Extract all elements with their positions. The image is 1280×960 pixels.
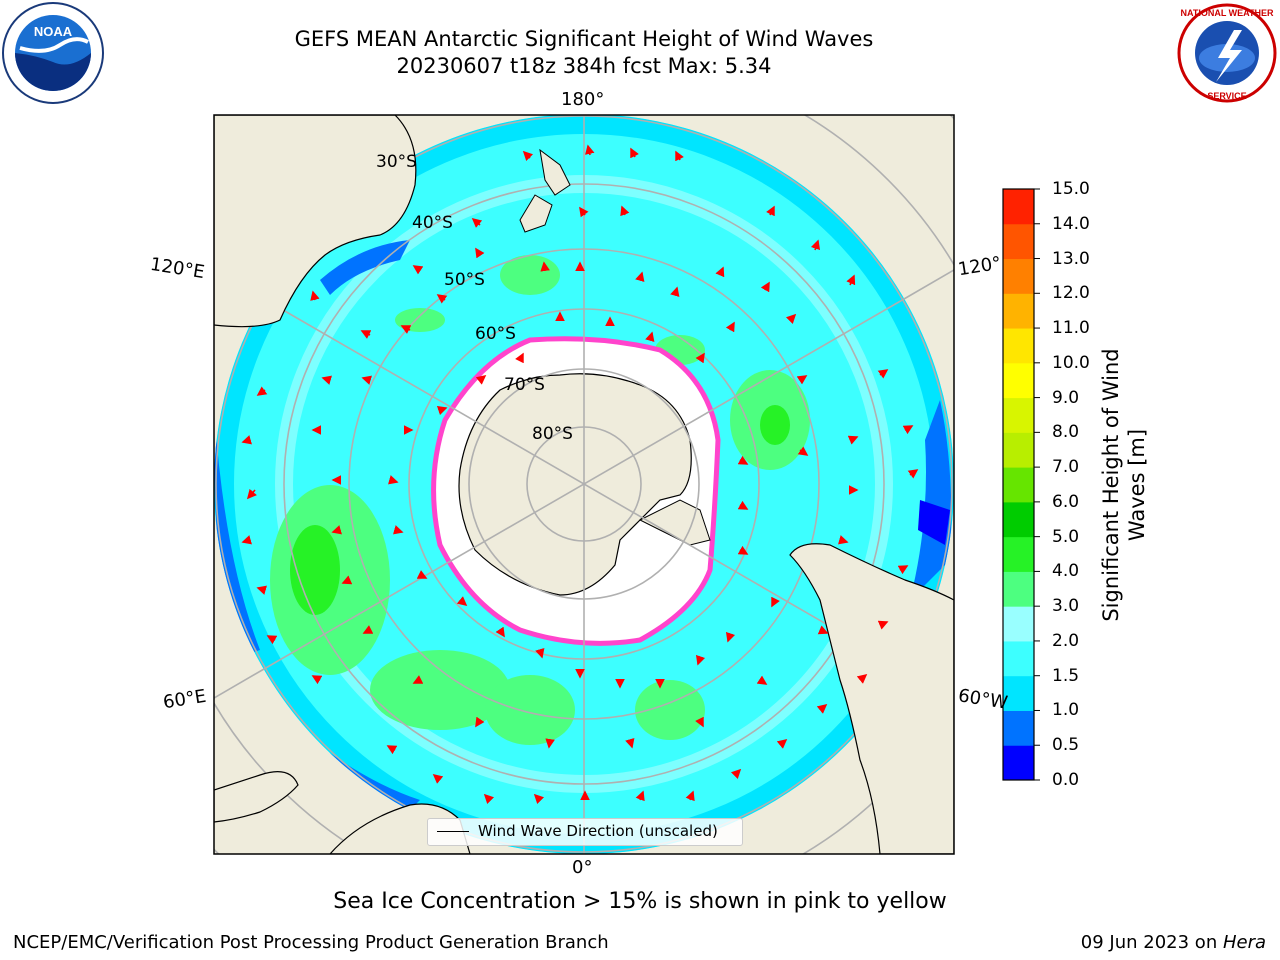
footer-date: 09 Jun 2023 on Hera — [1081, 932, 1266, 953]
lon-label-top: 180° — [561, 89, 605, 110]
lat-label-30s: 30°S — [376, 152, 417, 172]
legend-line-swatch — [437, 831, 469, 832]
colorbar-tick-label: 1.5 — [1052, 665, 1080, 686]
colorbar-tick-label: 0.5 — [1052, 735, 1080, 756]
colorbar-tick-label: 13.0 — [1052, 248, 1090, 269]
svg-text:SERVICE: SERVICE — [1207, 91, 1246, 101]
colorbar-segment — [1003, 675, 1034, 711]
south-america — [789, 543, 954, 854]
australia — [214, 115, 417, 328]
colorbar-segment — [1003, 362, 1034, 399]
colorbar-tick-label: 10.0 — [1052, 352, 1090, 373]
footer-credit: NCEP/EMC/Verification Post Processing Pr… — [13, 932, 609, 953]
colorbar-tick-label: 8.0 — [1052, 422, 1080, 443]
colorbar-tick-label: 6.0 — [1052, 491, 1080, 512]
lat-label-80s: 80°S — [532, 424, 573, 444]
sea-ice-note: Sea Ice Concentration > 15% is shown in … — [333, 889, 947, 914]
colorbar-segment — [1003, 501, 1034, 538]
map-legend: Wind Wave Direction (unscaled) — [427, 818, 743, 846]
colorbar-segment — [1003, 606, 1034, 642]
colorbar-segment — [1003, 640, 1034, 677]
new-zealand — [519, 148, 571, 233]
colorbar-tick-label: 4.0 — [1052, 561, 1080, 582]
colorbar-segment — [1003, 745, 1034, 781]
colorbar-segment — [1003, 536, 1034, 572]
graticule — [215, 115, 953, 854]
colorbar-segment — [1003, 258, 1034, 294]
colorbar-tick-label: 12.0 — [1052, 283, 1090, 304]
lat-label-50s: 50°S — [444, 270, 485, 290]
antarctica — [458, 373, 692, 596]
colorbar-tick-label: 3.0 — [1052, 596, 1080, 617]
colorbar-tick-label: 0.0 — [1052, 770, 1080, 790]
map-title-line2: 20230607 t18z 384h fcst Max: 5.34 — [396, 54, 772, 78]
colorbar-segment — [1003, 432, 1034, 468]
africa — [214, 771, 471, 854]
colorbar-segment — [1003, 189, 1034, 225]
colorbar-tick-label: 9.0 — [1052, 387, 1080, 408]
colorbar-segment — [1003, 467, 1034, 503]
colorbar-tick-label: 1.0 — [1052, 700, 1080, 721]
colorbar-segment — [1003, 223, 1034, 260]
map-frame — [213, 114, 955, 855]
nws-logo: NATIONAL WEATHER SERVICE — [1177, 3, 1277, 103]
colorbar-tick-label: 2.0 — [1052, 630, 1080, 651]
lat-label-60s: 60°S — [475, 324, 516, 344]
legend-label: Wind Wave Direction (unscaled) — [478, 822, 718, 840]
colorbar-segment — [1003, 293, 1034, 329]
colorbar-segment — [1003, 328, 1034, 364]
noaa-logo: NOAA — [2, 2, 104, 104]
colorbar-segment — [1003, 571, 1034, 607]
colorbar — [1003, 188, 1040, 781]
svg-text:NOAA: NOAA — [34, 24, 73, 39]
colorbar-tick-label: 7.0 — [1052, 457, 1080, 478]
colorbar-tick-label: 5.0 — [1052, 526, 1080, 547]
colorbar-segment — [1003, 397, 1034, 433]
colorbar-tick-label: 11.0 — [1052, 318, 1090, 339]
lat-label-70s: 70°S — [504, 375, 545, 395]
colorbar-tick-label: 14.0 — [1052, 213, 1090, 234]
colorbar-tick-label: 15.0 — [1052, 179, 1090, 199]
colorbar-title: Significant Height of Wind Waves [m] — [1099, 348, 1149, 622]
footer-machine: Hera — [1222, 932, 1266, 953]
lat-label-40s: 40°S — [412, 213, 453, 233]
footer-date-text: 09 Jun 2023 on — [1080, 932, 1223, 953]
map-title-line1: GEFS MEAN Antarctic Significant Height o… — [294, 27, 874, 51]
svg-text:NATIONAL WEATHER: NATIONAL WEATHER — [1181, 8, 1274, 18]
wind-arrows — [241, 144, 919, 805]
lon-label-bottom: 0° — [572, 857, 593, 878]
colorbar-segment — [1003, 710, 1034, 746]
